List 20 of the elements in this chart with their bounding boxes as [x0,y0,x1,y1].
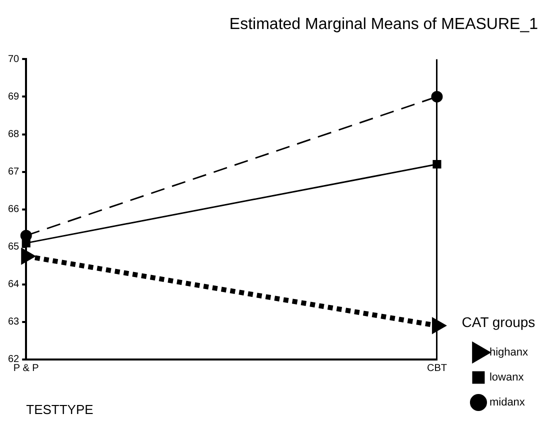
y-tick-label: 63 [8,316,20,328]
y-tick-label: 68 [8,129,20,140]
legend-label: highanx [489,346,528,359]
point [432,160,442,169]
x-tick-label: P & P [13,363,40,374]
point [22,238,30,248]
chart-title: Estimated Marginal Means of MEASURE_1 [229,16,538,34]
y-tick-label: 67 [8,166,20,178]
y-tick-label: 64 [8,279,20,290]
legend-label: midanx [489,396,526,409]
x-axis-title: TESTTYPE [26,402,94,417]
x-tick-label: CBT [426,363,447,374]
y-tick-label: 69 [8,91,20,102]
legend-title: CAT groups [462,314,536,330]
y-tick-label: 66 [8,204,20,216]
y-tick-label: 70 [8,54,20,65]
y-tick-label: 62 [8,354,20,366]
y-tick-label: 65 [8,242,20,253]
legend-label: lowanx [489,372,524,384]
point [431,90,443,102]
